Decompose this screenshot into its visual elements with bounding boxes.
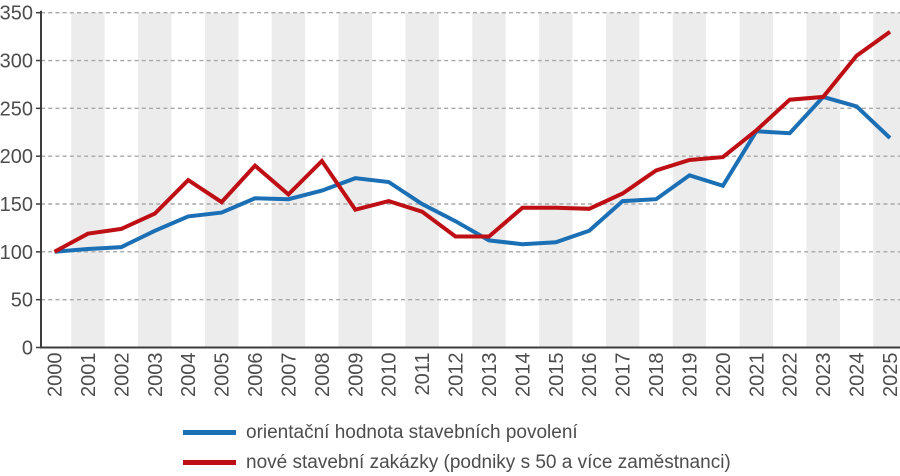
year-stripe: [271, 12, 306, 348]
x-tick-label: 2013: [479, 353, 501, 398]
legend-label: nové stavební zakázky (podniky s 50 a ví…: [246, 452, 731, 473]
x-tick-label: 2001: [78, 353, 100, 398]
year-stripe: [405, 12, 439, 348]
y-tick-label: 350: [0, 3, 33, 25]
x-tick-label: 2006: [245, 353, 267, 398]
year-stripe: [472, 12, 506, 348]
legend: orientační hodnota stavebních povolení n…: [183, 422, 731, 473]
x-tick-label: 2002: [111, 353, 133, 398]
y-tick-label: 300: [0, 51, 33, 73]
x-tick-label: 2009: [345, 353, 367, 398]
y-axis-labels: 0 50 100 150 200 250 300 350: [0, 3, 33, 360]
year-stripe: [539, 12, 573, 348]
y-tick-label: 0: [22, 338, 33, 360]
y-tick-label: 100: [0, 242, 33, 264]
year-stripe: [138, 12, 172, 348]
series-line-red: [53, 30, 892, 254]
y-tick-label: 250: [0, 98, 33, 120]
x-axis-labels: 2000 2001 2002 2003 2004 2005 2006 2007 2008 2009…: [45, 353, 900, 398]
x-tick-label: 2014: [512, 353, 534, 398]
series-lines: [53, 30, 892, 254]
year-stripe: [71, 12, 105, 348]
year-stripe: [739, 12, 774, 348]
x-tick-label: 2003: [145, 353, 167, 398]
gridlines: [41, 11, 900, 301]
x-tick-label: 2010: [379, 353, 401, 398]
legend-label: orientační hodnota stavebních povolení: [246, 422, 578, 443]
legend-line-swatch-blue: [183, 430, 236, 435]
x-tick-label: 2011: [412, 353, 434, 396]
y-tick-label: 50: [11, 290, 33, 312]
x-tick-label: 2012: [446, 353, 468, 398]
series-line-blue: [54, 94, 892, 254]
x-tick-label: 2017: [613, 353, 635, 398]
x-tick-label: 2019: [679, 353, 701, 398]
year-stripe: [873, 12, 900, 348]
axes: [36, 10, 900, 349]
x-tick-label: 2020: [713, 353, 735, 398]
x-tick-label: 2022: [780, 353, 802, 398]
x-tick-label: 2015: [546, 353, 568, 398]
x-tick-label: 2007: [278, 353, 300, 398]
x-tick-label: 2023: [813, 353, 835, 398]
year-stripe: [204, 12, 239, 348]
legend-item-permits: orientační hodnota stavebních povolení: [183, 422, 731, 443]
x-tick-label: 2024: [847, 353, 869, 398]
legend-item-orders: nové stavební zakázky (podniky s 50 a ví…: [183, 452, 731, 473]
x-tick-label: 2025: [880, 353, 900, 398]
x-tick-label: 2004: [178, 353, 200, 398]
x-tick-label: 2021: [746, 353, 768, 398]
x-tick-label: 2000: [45, 353, 67, 398]
legend-line-swatch-red: [183, 460, 236, 465]
year-stripe: [806, 12, 840, 348]
year-stripe: [605, 12, 640, 348]
x-tick-label: 2008: [312, 353, 334, 398]
y-tick-label: 150: [0, 194, 33, 216]
x-tick-label: 2005: [212, 353, 234, 398]
y-tick-label: 200: [0, 146, 33, 168]
x-tick-label: 2016: [579, 353, 601, 398]
background-stripes: [71, 12, 900, 348]
x-tick-label: 2018: [646, 353, 668, 398]
